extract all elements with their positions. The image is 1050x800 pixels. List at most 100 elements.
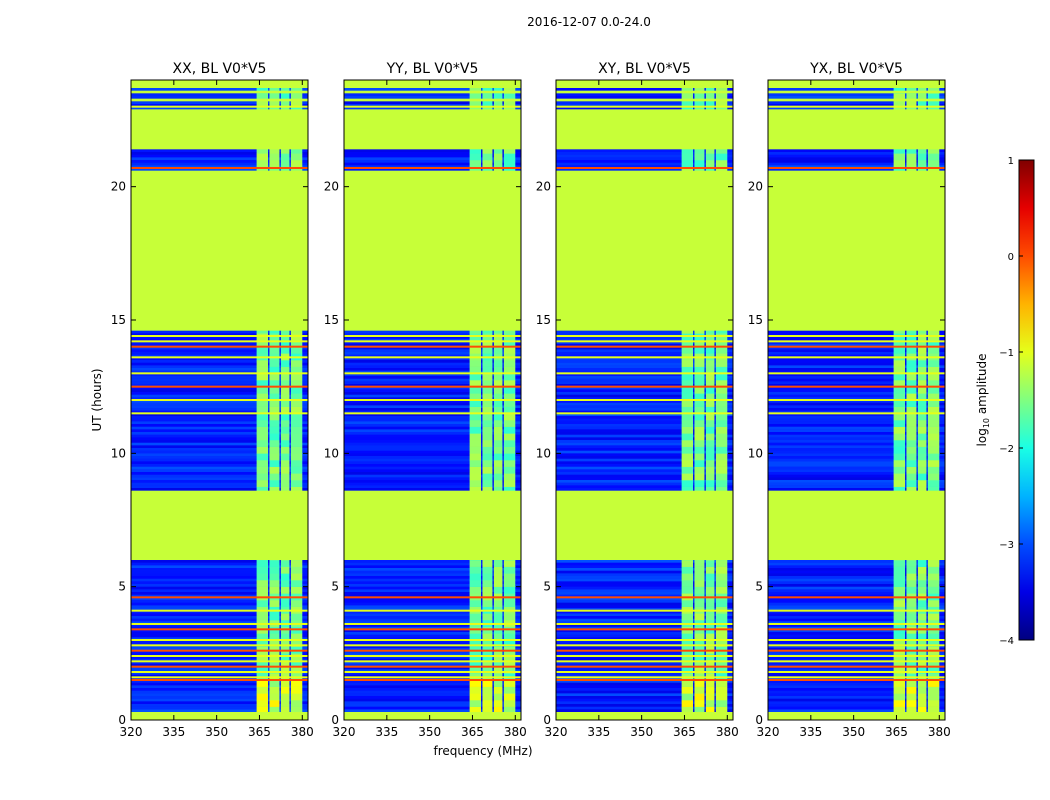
rfi-band-cell [681, 680, 694, 687]
rfi-band-cell [705, 573, 715, 581]
noise-row [131, 426, 308, 430]
rfi-time-line [131, 399, 308, 401]
noise-row [131, 360, 308, 363]
rfi-band-cell [269, 460, 280, 467]
noise-row [131, 352, 308, 355]
rfi-band-cell [469, 446, 482, 454]
rfi-band-cell [482, 446, 493, 454]
rfi-band-cell [906, 706, 917, 714]
rfi-band-cell [280, 380, 290, 387]
noise-row [131, 650, 308, 654]
rfi-band-cell [280, 393, 290, 401]
rfi-band-cell [469, 600, 482, 607]
axes-frame [555, 79, 734, 721]
rfi-band-cell [917, 600, 927, 607]
rfi-band-cell [917, 366, 927, 374]
rfi-band-cell [715, 693, 728, 701]
noise-row [556, 624, 733, 627]
noise-row [768, 152, 945, 155]
rfi-band-cell [694, 146, 705, 154]
rfi-band-cell [503, 360, 516, 367]
noise-row [768, 349, 945, 352]
rfi-band-cell [290, 360, 303, 367]
noise-row [344, 680, 521, 683]
noise-row [131, 674, 308, 678]
rfi-band-cell [681, 406, 694, 414]
rfi-band-cell [917, 633, 927, 641]
rfi-band-cell [906, 640, 917, 647]
rfi-band-cell [917, 86, 927, 94]
noise-row [556, 488, 733, 491]
rfi-time-line [131, 340, 308, 343]
rfi-time-line [768, 345, 945, 348]
noise-row [131, 160, 308, 163]
noise-row [131, 330, 308, 334]
rfi-band-cell [893, 460, 906, 467]
rfi-band-cell [715, 426, 728, 434]
rfi-time-line [344, 399, 521, 401]
noise-row [344, 357, 521, 360]
rfi-band-cell [280, 706, 290, 714]
rfi-band-cell [290, 586, 303, 594]
rfi-band-cell [906, 146, 917, 154]
rfi-band-cell [290, 706, 303, 714]
noise-row [131, 149, 308, 152]
noise-row [556, 448, 733, 451]
noise-row [556, 637, 733, 640]
rfi-band-cell [681, 160, 694, 167]
rfi-band-cell [269, 640, 280, 647]
rfi-band-cell [482, 406, 493, 414]
rfi-band-cell [681, 413, 694, 421]
rfi-band-cell [493, 486, 503, 494]
rfi-band-cell [256, 586, 269, 594]
noise-row [344, 96, 521, 99]
rfi-band-cell [694, 486, 705, 494]
rfi-band-cell [906, 560, 917, 567]
rfi-band-cell [280, 666, 290, 674]
rfi-band-cell [269, 613, 280, 621]
noise-row [131, 701, 308, 704]
rfi-band-cell [290, 660, 303, 667]
rfi-band-cell [705, 700, 715, 707]
noise-row [344, 474, 521, 478]
rfi-band-cell [694, 433, 705, 441]
rfi-band-cell [493, 433, 503, 441]
rfi-band-cell [906, 586, 917, 594]
rfi-band-cell [256, 613, 269, 621]
rfi-band-cell [482, 633, 493, 641]
noise-row [768, 402, 945, 406]
rfi-band-cell [269, 633, 280, 641]
rfi-band-cell [705, 93, 715, 101]
panel-title: YX, BL V0*V5 [809, 61, 903, 77]
rfi-band-cell [503, 100, 516, 107]
rfi-time-line [768, 596, 945, 599]
rfi-band-cell [482, 480, 493, 487]
rfi-band-cell [715, 473, 728, 481]
noise-row [344, 424, 521, 427]
noise-row [768, 642, 945, 646]
noise-row [344, 605, 521, 608]
rfi-band-cell [917, 480, 927, 487]
rfi-time-line [768, 679, 945, 681]
rfi-band-cell [469, 426, 482, 434]
rfi-time-line [556, 665, 733, 668]
heatmap-image [131, 80, 308, 720]
rfi-band-cell [493, 93, 503, 101]
noise-row [768, 592, 945, 595]
rfi-band-cell [290, 460, 303, 467]
y-tick-label: 20 [111, 180, 126, 194]
noise-row [344, 576, 521, 579]
noise-row [131, 605, 308, 608]
rfi-band-cell [681, 393, 694, 401]
rfi-band-cell [469, 413, 482, 421]
rfi-band-cell [503, 633, 516, 641]
rfi-band-cell [694, 473, 705, 481]
panel-yx: YX, BL V0*V5 320 335 350 365 380 0 5 10 15 20 [748, 61, 951, 739]
rfi-band-cell [927, 686, 940, 694]
noise-row [344, 466, 521, 470]
noise-row [344, 664, 521, 667]
panel-title: XY, BL V0*V5 [598, 61, 691, 77]
noise-row [344, 656, 521, 659]
rfi-band-cell [694, 480, 705, 487]
noise-row [344, 624, 521, 627]
